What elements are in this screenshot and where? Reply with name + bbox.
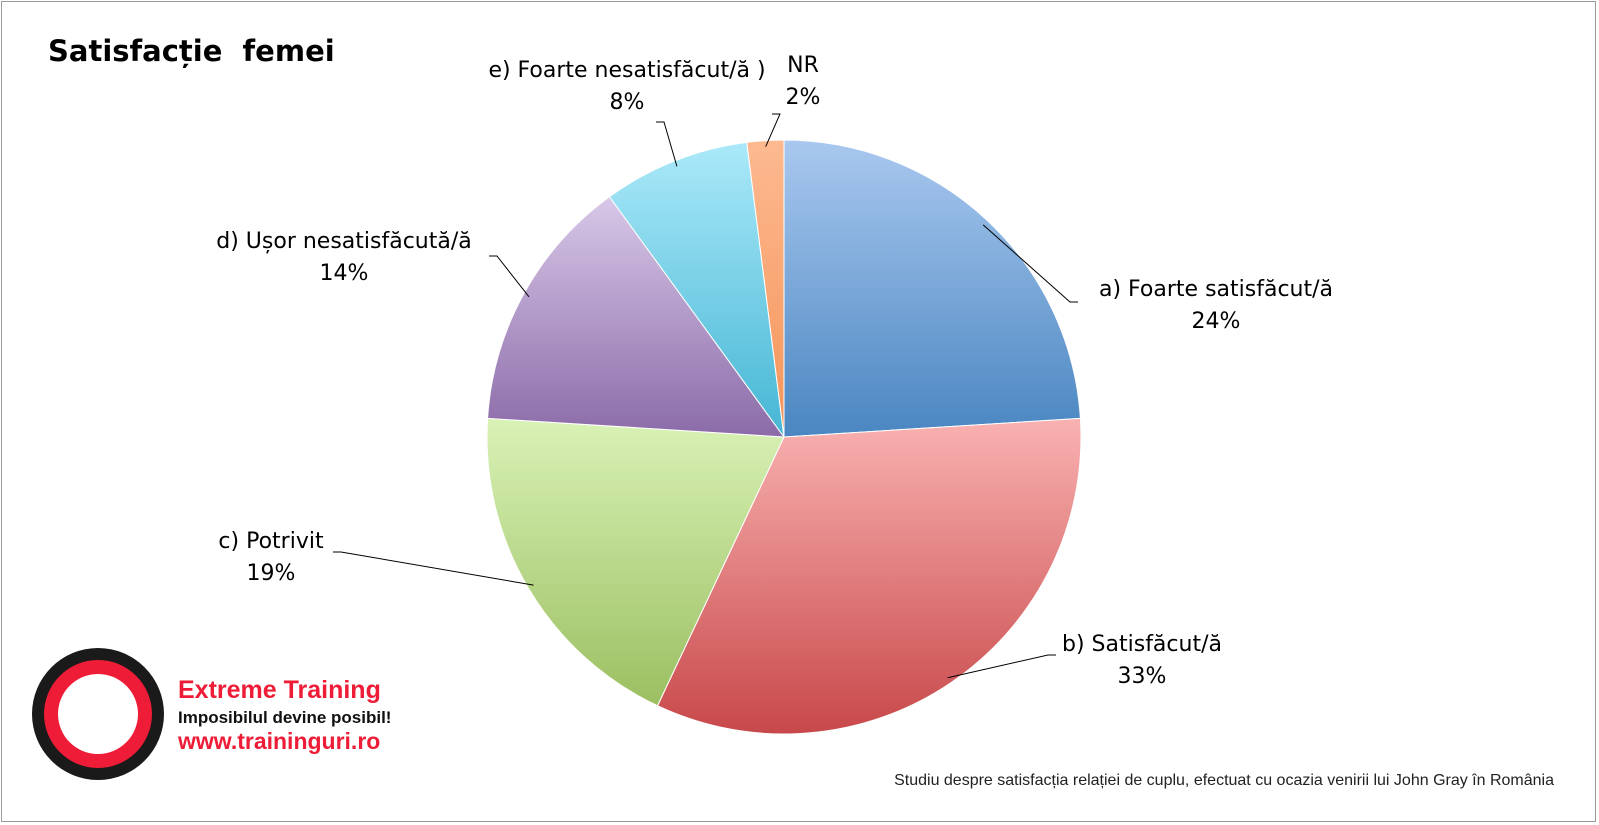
leader-line-1: [982, 224, 1078, 303]
chart-title: Satisfacție femei: [48, 34, 335, 68]
slice-value-label-4: 14%: [320, 261, 369, 286]
pie-slice-4: [487, 196, 786, 438]
pie-slice-3: [486, 417, 785, 707]
slice-label-3: c) Potrivit: [218, 529, 324, 554]
slice-label-4: d) Ușor nesatisfăcută/ă: [216, 229, 472, 254]
pie-slice-6: [746, 139, 785, 438]
slice-value-label-5: 8%: [610, 90, 645, 115]
leader-line-5: [656, 121, 678, 167]
leader-line-3: [333, 551, 534, 586]
slice-value-label-3: 19%: [247, 561, 296, 586]
leader-line-6: [765, 113, 781, 147]
extreme-training-logo-icon: [32, 648, 164, 780]
pie-slice-5: [608, 141, 785, 438]
slice-label-5: e) Foarte nesatisfăcut/ă ): [488, 58, 765, 83]
leader-line-2: [947, 654, 1056, 679]
brand-url-link[interactable]: www.traininguri.ro: [178, 728, 381, 754]
slice-label-6: NR: [787, 53, 819, 78]
slice-value-label-1: 24%: [1192, 309, 1241, 334]
pie-slice-2: [656, 417, 1082, 735]
brand-slogan: Imposibilul devine posibil!: [178, 708, 392, 727]
slice-label-2: b) Satisfăcut/ă: [1062, 632, 1222, 657]
brand-name: Extreme Training: [178, 676, 381, 704]
leader-line-4: [489, 255, 530, 298]
slice-label-1: a) Foarte satisfăcut/ă: [1099, 277, 1333, 302]
slice-value-label-2: 33%: [1118, 664, 1167, 689]
pie-slice-1: [783, 139, 1081, 438]
study-footnote: Studiu despre satisfacția relației de cu…: [894, 772, 1554, 789]
slice-value-label-6: 2%: [786, 85, 821, 110]
